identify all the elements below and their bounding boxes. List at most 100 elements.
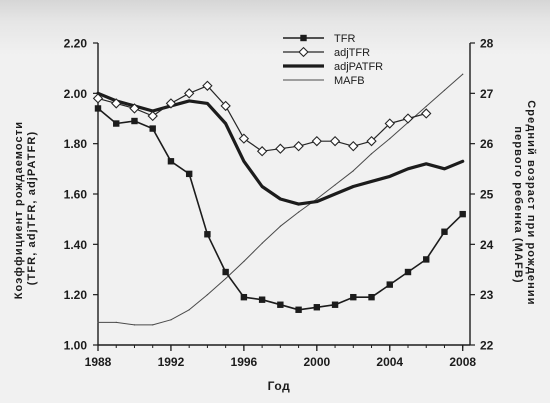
mafb-point (133, 324, 136, 326)
tfr-point (350, 293, 357, 301)
mafb-point (297, 211, 300, 213)
mafb-point (316, 198, 318, 200)
mafb-point (334, 184, 336, 186)
x-tick-label: 1988 (85, 355, 112, 369)
mafb-point (170, 319, 172, 321)
adjpatfr-point (334, 193, 336, 195)
adjtfr-point (275, 143, 286, 154)
mafb-point (443, 89, 446, 91)
series-points-adjtfr (92, 80, 432, 157)
adjtfr-point (111, 98, 122, 109)
tfr-point (368, 293, 375, 301)
adjtfr-point (165, 98, 177, 109)
y-tick-label-left: 2.20 (64, 37, 88, 51)
mafb-point (225, 277, 227, 280)
tfr-point (295, 306, 302, 313)
x-axis-title: Год (268, 379, 291, 393)
mafb-point (370, 153, 373, 155)
tfr-point (441, 228, 448, 235)
adjpatfr-point (407, 168, 409, 170)
tfr-point (131, 117, 138, 125)
mafb-point (152, 324, 154, 326)
tfr-point (258, 296, 266, 303)
adjpatfr-point (462, 160, 464, 162)
y-tick-label-right: 26 (480, 137, 494, 151)
legend-label-adjpatfr: adjPATFR (334, 61, 383, 73)
mafb-point (188, 309, 190, 311)
mafb-point (243, 260, 245, 263)
y-axis-title-right-line-1: Средний возраст при рождении (525, 100, 537, 305)
series-points-tfr (94, 105, 466, 313)
adjpatfr-point (297, 203, 300, 205)
adjtfr-point (129, 103, 140, 114)
tfr-point (313, 304, 321, 311)
series-points (92, 73, 466, 326)
y-axis-title-left-line-1: Коэффициент рождаемости (13, 121, 25, 299)
legend-item-tfr: TFR (283, 33, 355, 45)
adjtfr-point (402, 113, 414, 124)
legend-item-adjtfr: adjTFR (283, 46, 370, 59)
mafb-point (97, 321, 99, 323)
adjtfr-point (238, 133, 250, 144)
y-axis-title-right-line-2: первого ребенка (MAFB) (512, 126, 524, 283)
mafb-point (279, 225, 281, 227)
legend-marker-adjtfr (298, 46, 309, 58)
tfr-point (113, 120, 120, 127)
adjpatfr-point (316, 200, 318, 203)
adjpatfr-point (370, 180, 373, 183)
tfr-point (149, 125, 156, 132)
adjtfr-point (293, 141, 304, 152)
adjpatfr-point (389, 175, 391, 177)
adjtfr-point (92, 93, 104, 104)
adjtfr-point (366, 135, 377, 147)
tfr-point (277, 301, 284, 308)
y-tick-label-left: 1.40 (64, 238, 88, 252)
x-tick-label: 1992 (158, 355, 185, 369)
adjtfr-point (348, 141, 359, 152)
x-tick-label: 2008 (449, 355, 476, 369)
adjpatfr-point (443, 168, 446, 170)
legend: TFR adjTFR adjPATFR MAFB (283, 33, 383, 87)
tfr-point (404, 268, 412, 276)
series-line-adjtfr (97, 85, 427, 152)
legend-item-adjpatfr: adjPATFR (283, 61, 383, 73)
series-line-tfr (97, 107, 464, 311)
y-tick-label-right: 22 (480, 339, 494, 353)
adjtfr-point (256, 146, 268, 157)
adjtfr-point (311, 135, 323, 147)
y-tick-label-left: 1.60 (64, 188, 88, 202)
legend-label-tfr: TFR (334, 33, 355, 45)
y-tick-label-right: 23 (480, 288, 494, 302)
legend-label-mafb: MAFB (334, 75, 365, 87)
legend-marker-tfr (300, 34, 307, 42)
x-tick-label: 1996 (231, 355, 258, 369)
tfr-point (240, 293, 248, 301)
mafb-point (389, 138, 391, 140)
y-tick-label-left: 1.00 (64, 339, 88, 353)
adjpatfr-point (279, 198, 281, 200)
mafb-point (261, 242, 263, 244)
adjpatfr-point (425, 163, 427, 165)
y-tick-label-right: 28 (480, 37, 494, 51)
adjpatfr-point (225, 122, 227, 125)
tfr-point (94, 105, 102, 112)
y-axis-title-right: Средний возраст при рождении первого реб… (512, 100, 537, 310)
legend-label-adjtfr: adjTFR (334, 47, 370, 59)
tfr-point (222, 268, 229, 276)
tfr-point (331, 301, 339, 308)
adjtfr-point (329, 135, 341, 147)
y-tick-label-right: 27 (480, 87, 494, 101)
mafb-point (352, 170, 354, 172)
adjpatfr-point (261, 185, 263, 188)
y-axis-title-left: Коэффициент рождаемости (TFR, adjTFR, ad… (13, 117, 38, 300)
tfr-point (204, 231, 211, 238)
adjpatfr-point (206, 102, 209, 104)
adjpatfr-point (352, 185, 354, 188)
mafb-point (115, 321, 117, 323)
y-tick-label-right: 24 (480, 238, 494, 252)
adjtfr-point (421, 108, 432, 119)
mafb-point (462, 73, 464, 75)
tfr-point (167, 158, 175, 165)
mafb-point (206, 294, 209, 296)
